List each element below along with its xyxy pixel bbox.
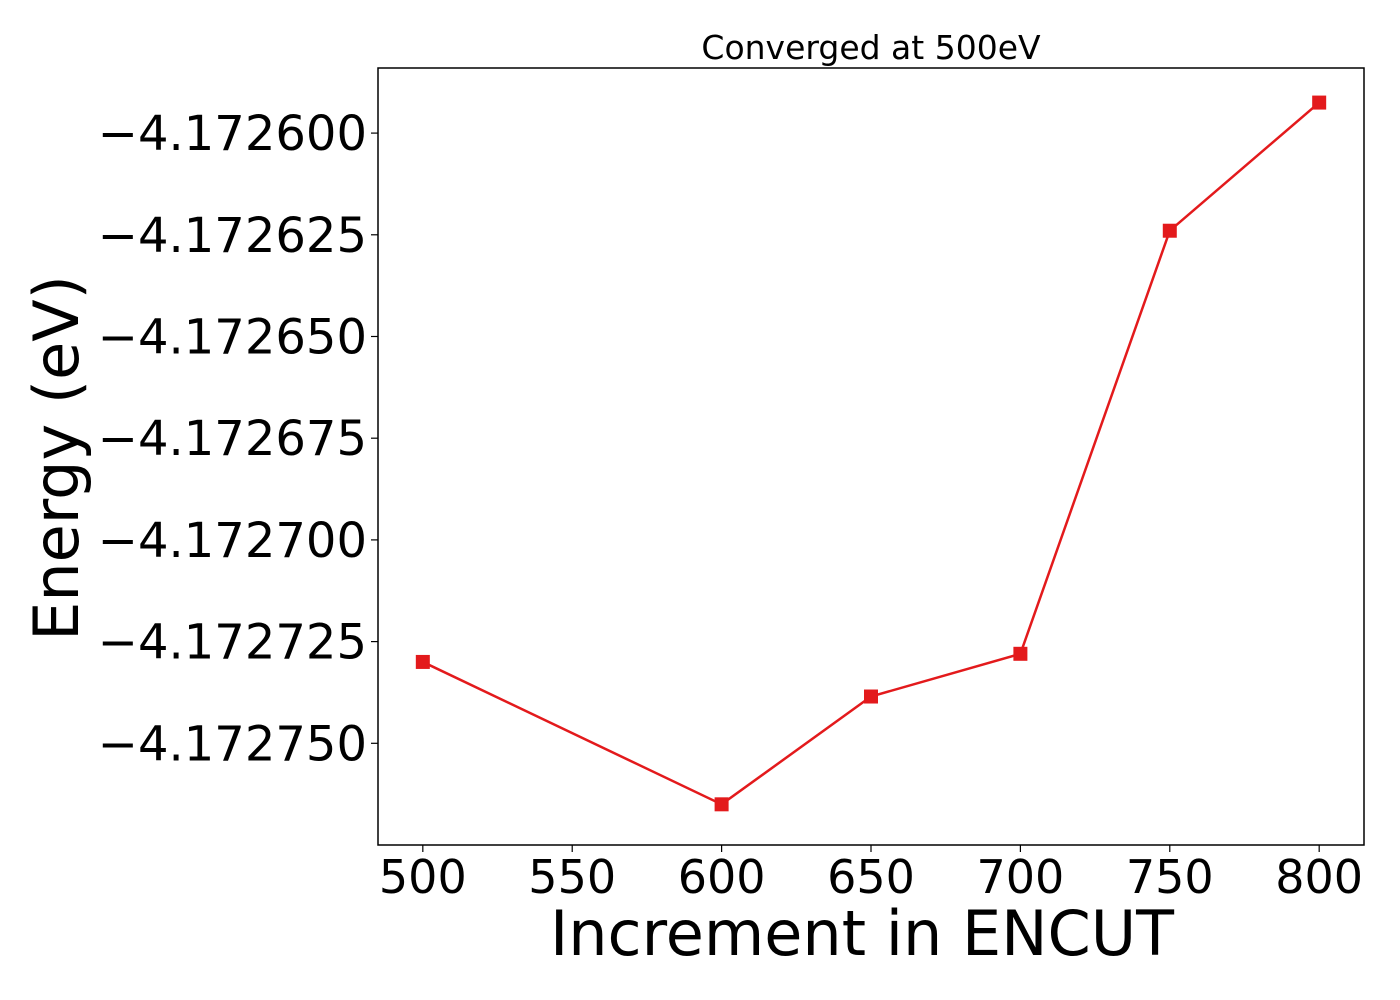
y-tick-label: −4.172625 — [98, 208, 367, 264]
y-tick-label: −4.172725 — [98, 615, 367, 671]
x-tick-label: 550 — [528, 850, 616, 904]
y-tick-label: −4.172650 — [98, 309, 367, 365]
x-tick-label: 750 — [1126, 850, 1214, 904]
x-tick-label: 600 — [678, 850, 766, 904]
y-axis: −4.172600 −4.172625 −4.172650 −4.172675 −4.1… — [98, 106, 378, 772]
chart-title: Converged at 500eV — [701, 28, 1041, 67]
x-axis-label: Increment in ENCUT — [550, 897, 1175, 970]
series-line — [422, 101, 1320, 806]
x-tick-label: 800 — [1275, 850, 1363, 904]
data-point-marker — [714, 797, 729, 812]
y-tick-label: −4.172700 — [98, 513, 367, 569]
y-tick-label: −4.172600 — [98, 106, 367, 162]
data-point-marker — [1013, 646, 1028, 661]
y-tick-label: −4.172750 — [98, 716, 367, 772]
y-tick-label: −4.172675 — [98, 411, 367, 467]
data-point-marker — [864, 689, 878, 704]
plot-area — [415, 95, 1327, 812]
x-axis: 500 550 600 650 700 750 800 — [379, 845, 1363, 904]
data-point-marker — [415, 654, 430, 669]
x-tick-label: 500 — [379, 850, 467, 904]
x-tick-label: 700 — [976, 850, 1064, 904]
y-axis-label: Energy (eV) — [20, 275, 93, 641]
data-point-marker — [1312, 95, 1327, 110]
x-tick-label: 650 — [827, 850, 915, 904]
data-point-marker — [1162, 223, 1177, 238]
